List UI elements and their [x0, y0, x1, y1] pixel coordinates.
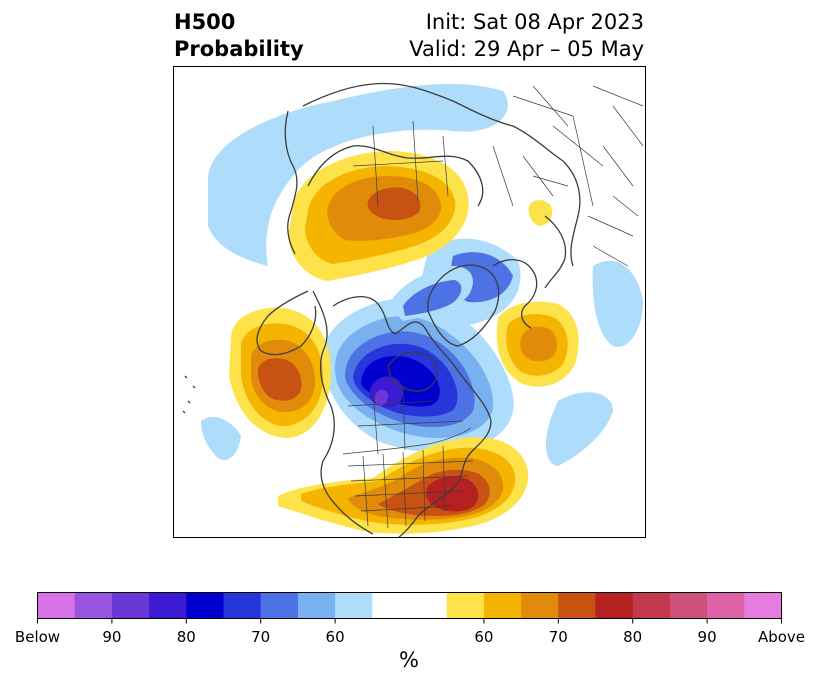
europe-borders: [552, 115, 639, 267]
map-frame: [173, 66, 646, 538]
colorbar-label-0: Below: [14, 628, 61, 646]
siberia-coast: [302, 82, 581, 267]
colorbar-label-8: 90: [697, 628, 717, 646]
colorbar-cell-12: [483, 592, 522, 619]
arctic-trough-extension-70: [403, 280, 462, 316]
colorbar-label-6: 70: [548, 628, 568, 646]
colorbar-cell-1: [74, 592, 113, 619]
colorbar-label-7: 80: [623, 628, 643, 646]
west-pacific-blue-small: [201, 416, 241, 460]
se-us-ridge-80: [426, 476, 479, 512]
colorbar-unit: %: [399, 648, 419, 672]
siberia-ridge-spot: [528, 200, 553, 226]
colorbar-label-4: 60: [325, 628, 345, 646]
colorbar-cell-18: [707, 592, 745, 619]
colorbar-cell-13: [521, 592, 559, 619]
europe-coast: [492, 215, 567, 329]
alaska-coast: [256, 290, 317, 356]
colorbar-cell-2: [111, 592, 150, 619]
title-left: H500 Probability: [174, 9, 304, 63]
us-canada-border: [342, 427, 472, 455]
colorbar: [37, 592, 782, 624]
colorbar-cell-7: [297, 592, 336, 619]
alaska-ridge-75: [257, 358, 302, 401]
colorbar-frame: [37, 592, 782, 619]
colorbar-label-9: Above: [757, 628, 806, 646]
below-normal-shading: [201, 84, 643, 466]
canada-provinces: [347, 385, 464, 455]
init-date: Init: Sat 08 Apr 2023: [425, 10, 644, 34]
siberia-coast-2: [307, 145, 484, 207]
asia-coast: [284, 110, 298, 255]
us-states-grid-1: [347, 460, 474, 512]
colorbar-ticks: [37, 618, 782, 624]
colorbar-cell-14: [558, 592, 596, 619]
atlantic-light-blue: [545, 392, 613, 466]
title-probability: Probability: [174, 37, 304, 61]
colorbar-cell-3: [149, 592, 187, 619]
asia-borders: [512, 85, 644, 147]
political-borders: [342, 85, 644, 529]
colorbar-cell-9: [372, 592, 410, 619]
colorbar-cell-11: [446, 592, 485, 619]
north-america-coast: [312, 290, 492, 538]
us-states-grid-2: [362, 445, 446, 529]
colorbar-cell-10: [409, 592, 448, 619]
colorbar-label-5: 60: [474, 628, 494, 646]
colorbar-cells: [37, 592, 782, 619]
colorbar-label-3: 70: [251, 628, 271, 646]
greenland-coast: [427, 264, 500, 347]
pacific-arctic-light-blue: [208, 84, 508, 266]
colorbar-cell-8: [335, 592, 373, 619]
colorbar-cell-4: [186, 592, 224, 619]
hudson-bay-coast: [387, 351, 438, 392]
colorbar-cell-16: [632, 592, 671, 619]
arctic-ridge-75: [367, 187, 421, 220]
colorbar-cell-0: [37, 592, 76, 619]
title-right: Init: Sat 08 Apr 2023 Valid: 29 Apr – 05…: [409, 9, 644, 63]
colorbar-cell-5: [223, 592, 262, 619]
coastlines: [182, 82, 581, 538]
colorbar-label-2: 80: [176, 628, 196, 646]
colorbar-label-1: 90: [102, 628, 122, 646]
pacific-light-blue-2: [592, 260, 643, 347]
atlantic-ridge-70: [520, 326, 557, 362]
colorbar-cell-19: [744, 592, 782, 619]
colorbar-cell-15: [595, 592, 634, 619]
aleutians: [182, 375, 196, 414]
probability-map: [173, 66, 646, 538]
valid-range: Valid: 29 Apr – 05 May: [409, 37, 644, 61]
colorbar-cell-17: [669, 592, 708, 619]
russia-borders: [352, 120, 569, 207]
colorbar-cell-6: [260, 592, 299, 619]
title-h500: H500: [174, 10, 236, 34]
canada-trough-core: [374, 389, 389, 407]
